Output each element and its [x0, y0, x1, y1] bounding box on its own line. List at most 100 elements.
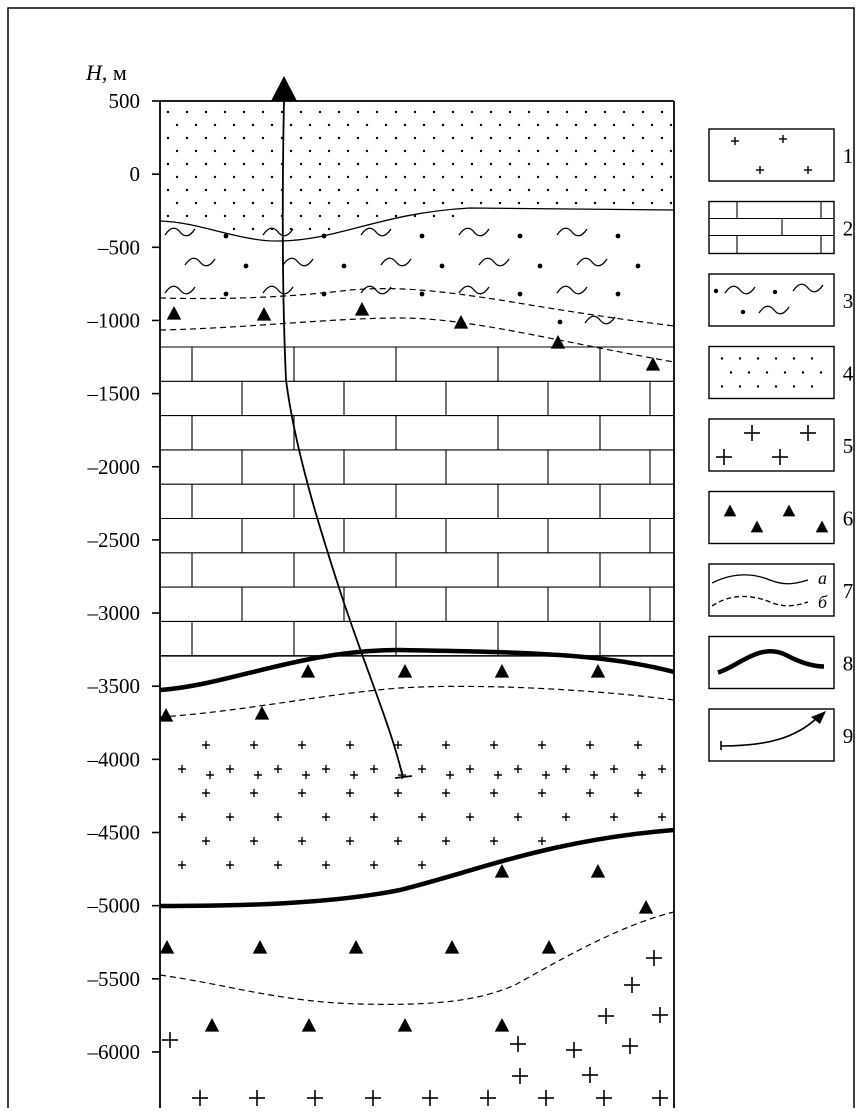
sand-dot [603, 162, 607, 166]
sand-dot [479, 175, 483, 179]
sand-dot [660, 188, 664, 192]
legend-dot [765, 371, 769, 374]
sand-dot [660, 162, 664, 166]
legend-number: 2 [843, 217, 854, 241]
sand-dot [251, 123, 255, 127]
sand-dot [413, 214, 417, 218]
wave-mark [262, 227, 294, 237]
sand-dot [204, 188, 208, 192]
legend-item-2: 2 [708, 200, 854, 255]
sand-dot [441, 123, 445, 127]
sand-dot [403, 201, 407, 205]
sand-dot [384, 149, 388, 153]
wave-mark [360, 285, 392, 295]
sand-dot [631, 149, 635, 153]
sand-dot [422, 149, 426, 153]
sand-dot [346, 201, 350, 205]
legend-box [708, 273, 835, 327]
small-crosses-layer [178, 741, 666, 869]
legend-dot [738, 357, 742, 360]
sand-dot [593, 201, 597, 205]
sand-dot [432, 162, 436, 166]
wave-dot [635, 263, 641, 269]
tick-label: 0 [130, 162, 141, 186]
sand-dot [622, 162, 626, 166]
wave-mark [164, 285, 196, 295]
triangle-mark [645, 357, 661, 371]
sand-dot [175, 123, 179, 127]
triangle-mark [550, 335, 566, 349]
legend-number: 8 [843, 652, 854, 676]
sand-dot [242, 110, 246, 114]
sand-dot [375, 188, 379, 192]
wave-dot [517, 291, 523, 297]
triangle-mark [301, 1018, 317, 1032]
sand-dot [650, 201, 654, 205]
sand-dot [470, 110, 474, 114]
sand-dot [166, 214, 170, 218]
sand-dot [479, 123, 483, 127]
sand-dot [451, 136, 455, 140]
sand-dot [289, 175, 293, 179]
sand-dot [574, 175, 578, 179]
wave-mark [556, 285, 588, 295]
triangle-mark [252, 940, 268, 954]
sand-dot [394, 136, 398, 140]
sand-dot [631, 175, 635, 179]
wave-mark [458, 285, 490, 295]
sand-dot [546, 136, 550, 140]
legend-dot [740, 309, 746, 315]
sand-dot [232, 175, 236, 179]
legend-dot [713, 288, 719, 294]
sand-dot [669, 149, 673, 153]
sand-dot [536, 201, 540, 205]
sand-dot [318, 214, 322, 218]
sand-dot [527, 110, 531, 114]
sand-dot [384, 123, 388, 127]
sand-dot [270, 201, 274, 205]
legend-dot [720, 385, 724, 388]
sand-dot [451, 110, 455, 114]
legend-item-3: 3 [708, 273, 853, 327]
wave-dot [223, 291, 229, 297]
sand-dot [308, 149, 312, 153]
legend-dot [819, 371, 823, 374]
tick-label: –6000 [87, 1040, 141, 1064]
sand-dot [251, 149, 255, 153]
boundary-thick-upper [160, 647, 674, 693]
sand-dot [375, 214, 379, 218]
sand-dot [669, 201, 673, 205]
sand-dot [194, 149, 198, 153]
triangle-mark [160, 708, 174, 722]
wave-mark [758, 305, 790, 315]
triangle-mark [300, 664, 316, 678]
sand-dot [403, 123, 407, 127]
sand-dot [337, 110, 341, 114]
sand-dot [403, 175, 407, 179]
legend-number: 5 [843, 434, 854, 458]
sand-dot [166, 110, 170, 114]
sand-dot [308, 201, 312, 205]
sand-dot [204, 110, 208, 114]
triangle-mark [160, 940, 175, 954]
legend-box [708, 128, 835, 182]
sand-dot [584, 162, 588, 166]
well-bottom-mark [394, 775, 413, 779]
wave-dot [223, 233, 229, 239]
sand-dot [213, 149, 217, 153]
outer-frame [7, 7, 855, 1113]
sand-dot [327, 123, 331, 127]
sand-dot [185, 110, 189, 114]
sand-dot [223, 214, 227, 218]
sand-dot [536, 175, 540, 179]
sand-dot [308, 227, 312, 231]
wave-mark [792, 283, 824, 293]
sand-dot [242, 136, 246, 140]
sand-dot [650, 149, 654, 153]
sand-dot [622, 136, 626, 140]
tick-label: –3500 [87, 674, 141, 698]
sand-dot [460, 149, 464, 153]
legend-box [708, 490, 835, 545]
sand-dot [213, 175, 217, 179]
